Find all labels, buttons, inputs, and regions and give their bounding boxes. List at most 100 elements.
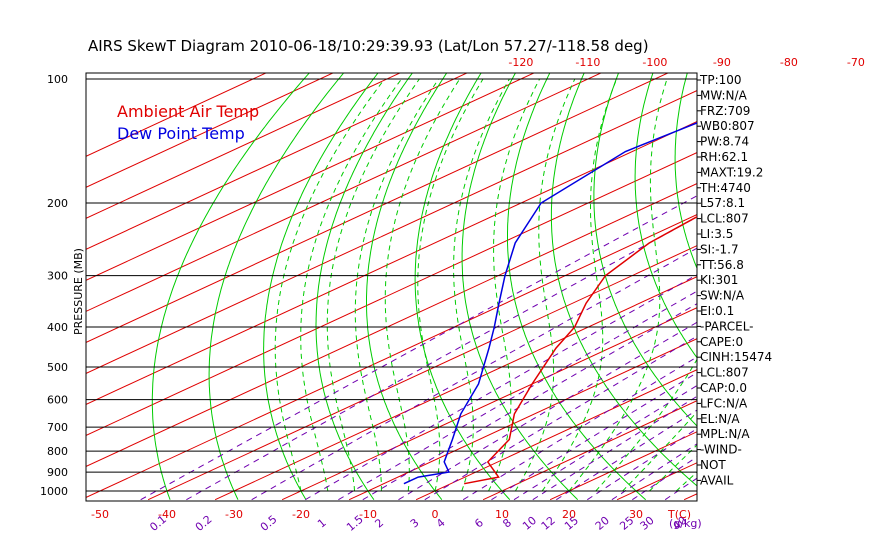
mixing-ratio-line — [362, 303, 697, 501]
isotherm-line — [86, 73, 402, 219]
isotherm-line — [281, 307, 697, 501]
dry-adiabat-line — [752, 62, 870, 500]
pressure-tick-label: 100 — [47, 73, 68, 86]
mixing-ratio-line — [556, 409, 697, 501]
isotherm-line — [86, 214, 697, 499]
top-temp-tick-label: -80 — [780, 56, 798, 69]
mixing-ratio-label: 2 — [372, 516, 386, 530]
isotherm-line — [86, 73, 536, 281]
index-item: LFC:N/A — [700, 396, 748, 410]
index-item: SW:N/A — [700, 289, 745, 303]
moist-adiabat-line — [300, 78, 402, 492]
bottom-temp-tick-label: -50 — [91, 508, 109, 521]
moist-adiabat-line — [354, 78, 440, 491]
index-item: LCL:807 — [700, 366, 749, 380]
index-item: WB0:807 — [700, 119, 755, 133]
dry-adiabat-line — [789, 62, 870, 500]
top-temp-tick-label: -90 — [713, 56, 731, 69]
bottom-temp-tick-label: 20 — [562, 508, 576, 521]
moist-adiabat-line — [417, 78, 484, 492]
mixing-ratio-line — [513, 384, 697, 501]
isotherm-line — [86, 73, 335, 188]
mixing-ratio-line — [587, 428, 697, 501]
moist-adiabat-line — [453, 78, 510, 492]
index-item: NOT — [700, 458, 726, 472]
index-item: AVAIL — [700, 473, 734, 487]
temp-unit-label: T(C) — [667, 508, 691, 521]
ambient-temp-line — [464, 215, 697, 485]
mixing-ratio-label: 12 — [539, 514, 558, 533]
mixing-ratio-label: 0.5 — [258, 513, 280, 534]
pressure-tick-label: 1000 — [40, 485, 68, 498]
pressure-tick-label: 700 — [47, 421, 68, 434]
mixing-ratio-line — [462, 356, 697, 501]
index-item: LI:3.5 — [700, 227, 733, 241]
mixing-ratio-line — [305, 273, 697, 501]
mixing-ratio-label: 6 — [472, 516, 486, 530]
legend-ambient: Ambient Air Temp — [117, 102, 259, 121]
index-item: EI:0.1 — [700, 304, 734, 318]
index-item: TH:4740 — [699, 181, 751, 195]
index-item: -WIND- — [700, 443, 742, 457]
top-temp-tick-label: -100 — [642, 56, 667, 69]
moist-adiabat-line — [488, 78, 541, 492]
isotherm-line — [482, 400, 697, 501]
isotherm-line — [818, 60, 870, 500]
index-item: MAXT:19.2 — [700, 165, 763, 179]
top-temp-tick-label: -110 — [575, 56, 600, 69]
mixing-ratio-line — [338, 290, 697, 501]
index-item: TP:100 — [699, 73, 742, 87]
moist-adiabat-line — [326, 78, 420, 492]
moist-adiabat-line — [514, 78, 576, 492]
dry-adiabat-line — [859, 62, 870, 500]
moist-adiabat-line — [649, 444, 697, 492]
index-item: MPL:N/A — [700, 427, 750, 441]
pressure-tick-label: 900 — [47, 466, 68, 479]
mixing-ratio-label: 4 — [434, 516, 448, 530]
isotherm-line — [86, 152, 697, 436]
dew-point-line — [403, 122, 697, 485]
bottom-temp-tick-label: -10 — [359, 508, 377, 521]
index-item: RH:62.1 — [700, 150, 748, 164]
moist-adiabat-line — [622, 411, 697, 492]
mixing-ratio-line — [491, 372, 697, 501]
index-item: KI:301 — [700, 273, 738, 287]
mixing-ratio-line — [424, 335, 697, 501]
mixing-ratio-label: 8 — [500, 516, 514, 530]
moist-adiabat-line — [274, 78, 385, 492]
y-axis-label: PRESSURE (MB) — [72, 248, 85, 335]
mixing-ratio-line — [186, 216, 697, 501]
index-item: PW:8.74 — [700, 135, 749, 149]
isotherm-line — [214, 276, 697, 501]
pressure-tick-label: 300 — [47, 270, 68, 283]
mixing-ratio-line — [140, 195, 697, 501]
dry-adiabat-line — [461, 73, 579, 501]
moist-adiabat-line — [595, 358, 697, 492]
bottom-temp-tick-label: -40 — [158, 508, 176, 521]
legend-dewpoint: Dew Point Temp — [117, 124, 245, 143]
isotherm-line — [86, 183, 697, 468]
isotherm-line — [86, 89, 697, 374]
plot-frame — [85, 72, 698, 502]
mixing-ratio-label: 20 — [593, 514, 612, 533]
isotherm-line — [751, 60, 870, 500]
mixing-unit-label: (g/kg) — [669, 517, 702, 530]
index-item: TT:56.8 — [699, 258, 744, 272]
pressure-tick-label: 600 — [47, 394, 68, 407]
dry-adiabat-line — [674, 73, 697, 270]
index-item: -PARCEL- — [700, 319, 754, 333]
isotherm-line — [348, 338, 697, 501]
index-item: CAP:0.0 — [700, 381, 747, 395]
dry-adiabat-line — [593, 73, 697, 427]
bottom-temp-tick-label: -20 — [292, 508, 310, 521]
moist-adiabat-line — [541, 78, 618, 492]
index-item: FRZ:709 — [700, 104, 750, 118]
index-item: CINH:15474 — [700, 350, 772, 364]
index-item: SI:-1.7 — [700, 242, 739, 256]
bottom-temp-tick-label: 0 — [432, 508, 439, 521]
isotherm-line — [86, 73, 469, 250]
index-item: MW:N/A — [700, 88, 748, 102]
